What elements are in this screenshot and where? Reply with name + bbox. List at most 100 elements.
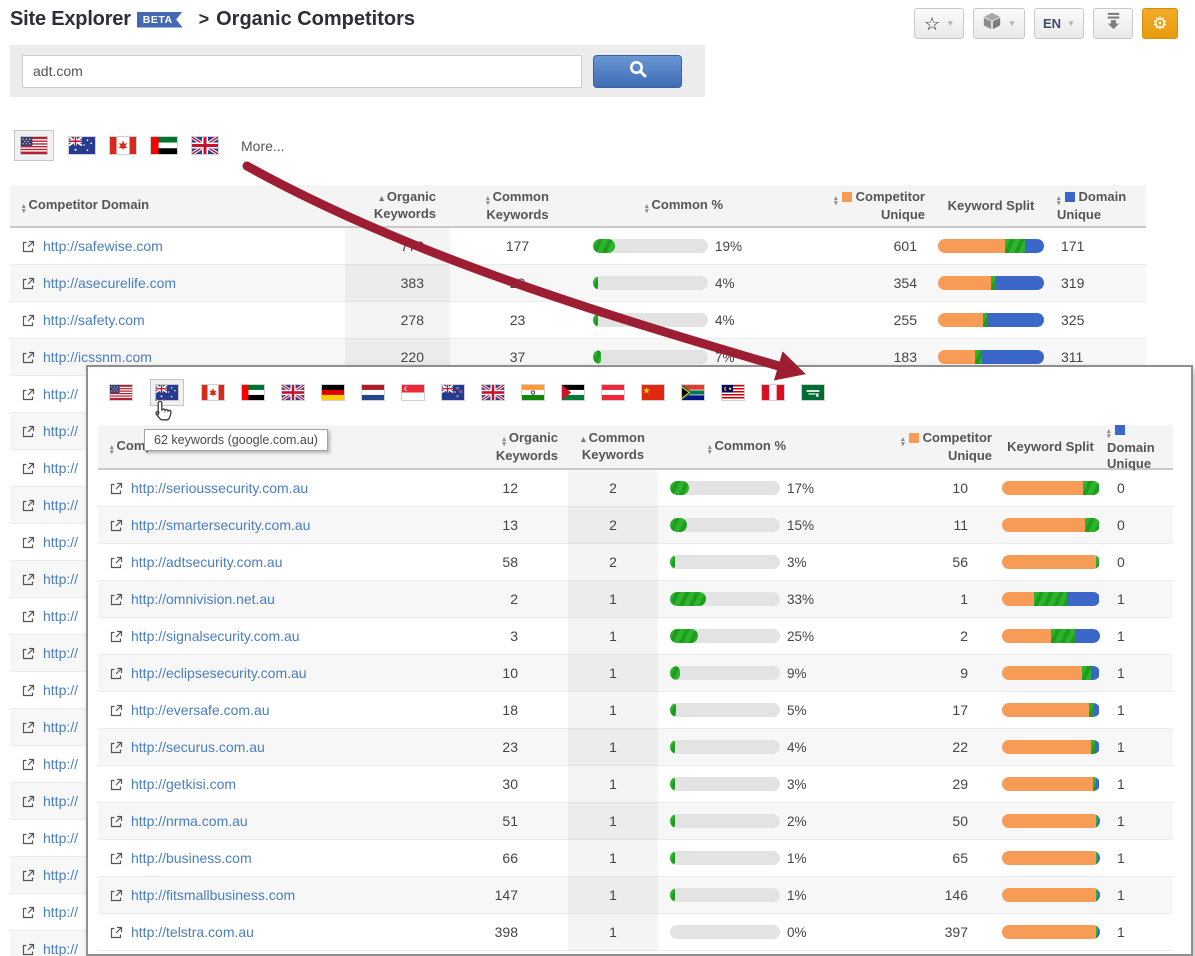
external-link-icon[interactable] <box>110 556 123 569</box>
domain-link[interactable]: http:// <box>43 793 79 809</box>
column-header-competitor-unique[interactable]: ▴ ▾ Competitor Unique <box>893 430 998 464</box>
flag-sa-icon[interactable] <box>802 385 824 400</box>
external-link-icon[interactable] <box>110 889 123 902</box>
flag-us-icon[interactable] <box>14 130 54 161</box>
column-header-common-keywords[interactable]: ▴ Common Keywords <box>568 430 658 463</box>
column-header-domain-unique[interactable]: ▴ ▾ Domain Unique <box>1103 422 1173 472</box>
domain-link[interactable]: http://serioussecurity.com.au <box>131 480 309 496</box>
domain-link[interactable]: http://eclipsesecurity.com.au <box>131 665 307 681</box>
column-header-common[interactable]: ▴ ▾ Common % <box>585 197 820 215</box>
domain-link[interactable]: http:// <box>43 682 79 698</box>
domain-link[interactable]: http://fitsmallbusiness.com <box>131 887 296 903</box>
flag-gb-icon[interactable] <box>482 385 504 400</box>
domain-link[interactable]: http://smartersecurity.com.au <box>131 517 311 533</box>
external-link-icon[interactable] <box>22 388 35 401</box>
flag-za-icon[interactable] <box>682 385 704 400</box>
flag-pe-icon[interactable] <box>762 385 784 400</box>
search-button[interactable] <box>593 54 682 88</box>
flag-ae-icon[interactable] <box>151 137 177 154</box>
external-link-icon[interactable] <box>110 630 123 643</box>
external-link-icon[interactable] <box>22 647 35 660</box>
flag-jo-icon[interactable] <box>562 385 584 400</box>
domain-link[interactable]: http:// <box>43 534 79 550</box>
external-link-icon[interactable] <box>22 425 35 438</box>
external-link-icon[interactable] <box>22 314 35 327</box>
domain-link[interactable]: http://safewise.com <box>43 238 163 254</box>
flag-cn-icon[interactable] <box>642 385 664 400</box>
external-link-icon[interactable] <box>110 482 123 495</box>
domain-link[interactable]: http:// <box>43 719 79 735</box>
domain-link[interactable]: http:// <box>43 941 79 956</box>
domain-link[interactable]: http://nrma.com.au <box>131 813 248 829</box>
column-header-domain-unique[interactable]: ▴ ▾ Domain Unique <box>1047 189 1146 223</box>
external-link-icon[interactable] <box>110 741 123 754</box>
language-button[interactable]: EN ▼ <box>1034 8 1084 39</box>
external-link-icon[interactable] <box>110 593 123 606</box>
flag-ca-icon[interactable] <box>110 137 136 154</box>
column-header-common-keywords[interactable]: ▴ ▾ Common Keywords <box>450 189 585 223</box>
apps-button[interactable]: ▼ <box>973 8 1025 39</box>
external-link-icon[interactable] <box>110 852 123 865</box>
external-link-icon[interactable] <box>22 795 35 808</box>
domain-link[interactable]: http://getkisi.com <box>131 776 237 792</box>
domain-link[interactable]: http:// <box>43 571 79 587</box>
domain-link[interactable]: http:// <box>43 756 79 772</box>
flag-ca-icon[interactable] <box>202 385 224 400</box>
domain-link[interactable]: http:// <box>43 423 79 439</box>
flag-at-icon[interactable] <box>602 385 624 400</box>
more-countries-link[interactable]: More... <box>241 137 285 154</box>
domain-link[interactable]: http://business.com <box>131 850 252 866</box>
flag-ae-icon[interactable] <box>242 385 264 400</box>
domain-link[interactable]: http:// <box>43 830 79 846</box>
domain-link[interactable]: http://securus.com.au <box>131 739 265 755</box>
flag-de-icon[interactable] <box>322 385 344 400</box>
settings-button[interactable]: ⚙ <box>1142 8 1178 39</box>
external-link-icon[interactable] <box>110 926 123 939</box>
external-link-icon[interactable] <box>110 667 123 680</box>
external-link-icon[interactable] <box>110 704 123 717</box>
domain-link[interactable]: http:// <box>43 608 79 624</box>
flag-au-icon[interactable] <box>69 137 95 154</box>
flag-gb-icon[interactable] <box>192 137 218 154</box>
external-link-icon[interactable] <box>22 610 35 623</box>
flag-in-icon[interactable] <box>522 385 544 400</box>
external-link-icon[interactable] <box>22 240 35 253</box>
column-header-organic-keywords[interactable]: ▴ Organic Keywords <box>345 189 450 222</box>
external-link-icon[interactable] <box>22 721 35 734</box>
favorites-button[interactable]: ☆ ▼ <box>914 8 965 39</box>
column-header-organic-keywords[interactable]: ▴ ▾ Organic Keywords <box>438 430 568 464</box>
domain-link[interactable]: http://adtsecurity.com.au <box>131 554 283 570</box>
domain-link[interactable]: http:// <box>43 460 79 476</box>
domain-link[interactable]: http://eversafe.com.au <box>131 702 270 718</box>
external-link-icon[interactable] <box>22 758 35 771</box>
external-link-icon[interactable] <box>22 573 35 586</box>
external-link-icon[interactable] <box>110 778 123 791</box>
flag-nl-icon[interactable] <box>362 385 384 400</box>
external-link-icon[interactable] <box>22 536 35 549</box>
domain-link[interactable]: http:// <box>43 867 79 883</box>
download-button[interactable] <box>1093 8 1133 39</box>
flag-gb-icon[interactable] <box>282 385 304 400</box>
domain-link[interactable]: http://safety.com <box>43 312 145 328</box>
domain-link[interactable]: http://asecurelife.com <box>43 275 177 291</box>
external-link-icon[interactable] <box>110 815 123 828</box>
external-link-icon[interactable] <box>22 869 35 882</box>
domain-link[interactable]: http:// <box>43 645 79 661</box>
external-link-icon[interactable] <box>22 351 35 364</box>
external-link-icon[interactable] <box>22 943 35 956</box>
domain-link[interactable]: http://telstra.com.au <box>131 924 254 940</box>
external-link-icon[interactable] <box>22 277 35 290</box>
external-link-icon[interactable] <box>22 462 35 475</box>
column-header-competitor-domain[interactable]: ▴▾Competitor Domain <box>10 197 345 215</box>
search-input[interactable] <box>22 54 582 88</box>
flag-au-icon[interactable] <box>150 379 184 406</box>
flag-nz-icon[interactable] <box>442 385 464 400</box>
external-link-icon[interactable] <box>22 906 35 919</box>
domain-link[interactable]: http://icssnm.com <box>43 349 152 365</box>
domain-link[interactable]: http://omnivision.net.au <box>131 591 275 607</box>
domain-link[interactable]: http:// <box>43 904 79 920</box>
column-header-common[interactable]: ▴ ▾ Common % <box>658 438 893 456</box>
domain-link[interactable]: http:// <box>43 386 79 402</box>
external-link-icon[interactable] <box>22 499 35 512</box>
domain-link[interactable]: http:// <box>43 497 79 513</box>
